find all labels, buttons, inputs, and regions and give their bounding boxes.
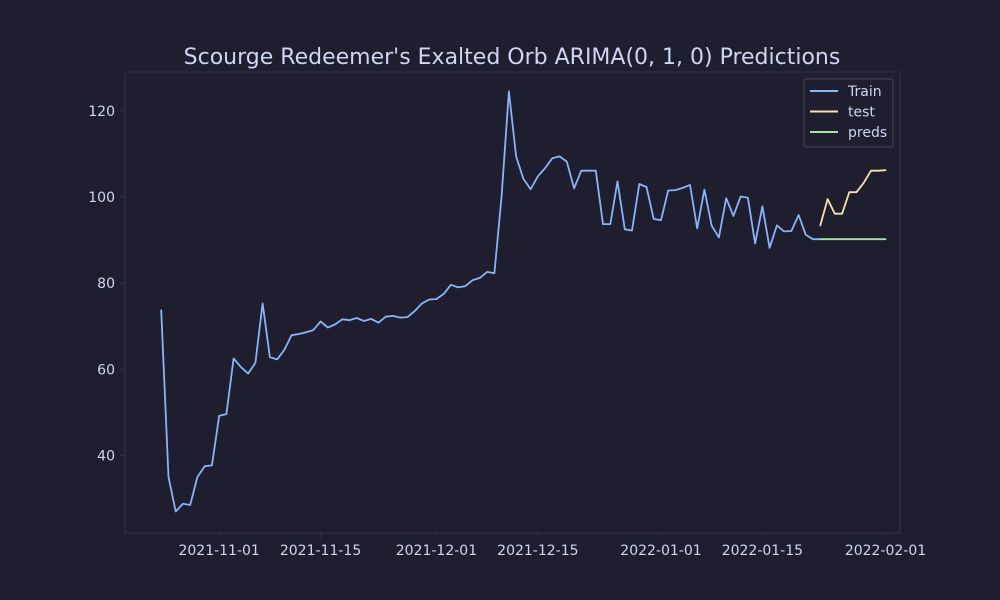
y-tick-label: 120 — [88, 104, 115, 120]
x-tick-label: 2022-01-01 — [620, 543, 701, 559]
y-tick-label: 80 — [97, 276, 115, 292]
series-layer — [160, 90, 887, 513]
legend: Train test preds — [803, 78, 894, 148]
y-axis: 40 60 80 100 120 — [88, 104, 125, 464]
legend-box — [803, 78, 894, 148]
y-tick-label: 60 — [97, 362, 115, 378]
series-line-test — [819, 169, 887, 227]
x-tick-label: 2021-11-15 — [280, 543, 361, 559]
x-axis: 2021-11-01 2021-11-15 2021-12-01 2021-12-15… — [178, 533, 926, 559]
x-tick-label: 2022-02-01 — [845, 543, 926, 559]
x-tick-label: 2022-01-15 — [722, 543, 803, 559]
y-tick-label: 100 — [88, 190, 115, 206]
plot-area — [124, 71, 901, 534]
legend-label-train: Train — [847, 84, 882, 100]
legend-label-test: test — [848, 105, 875, 121]
x-tick-label: 2021-12-01 — [396, 543, 477, 559]
legend-label-preds: preds — [848, 125, 887, 141]
y-tick-label: 40 — [97, 448, 115, 464]
series-line-train — [160, 90, 822, 513]
chart-title: Scourge Redeemer's Exalted Orb ARIMA(0, … — [184, 45, 841, 70]
x-tick-label: 2021-11-01 — [178, 543, 259, 559]
x-tick-label: 2021-12-15 — [497, 543, 578, 559]
